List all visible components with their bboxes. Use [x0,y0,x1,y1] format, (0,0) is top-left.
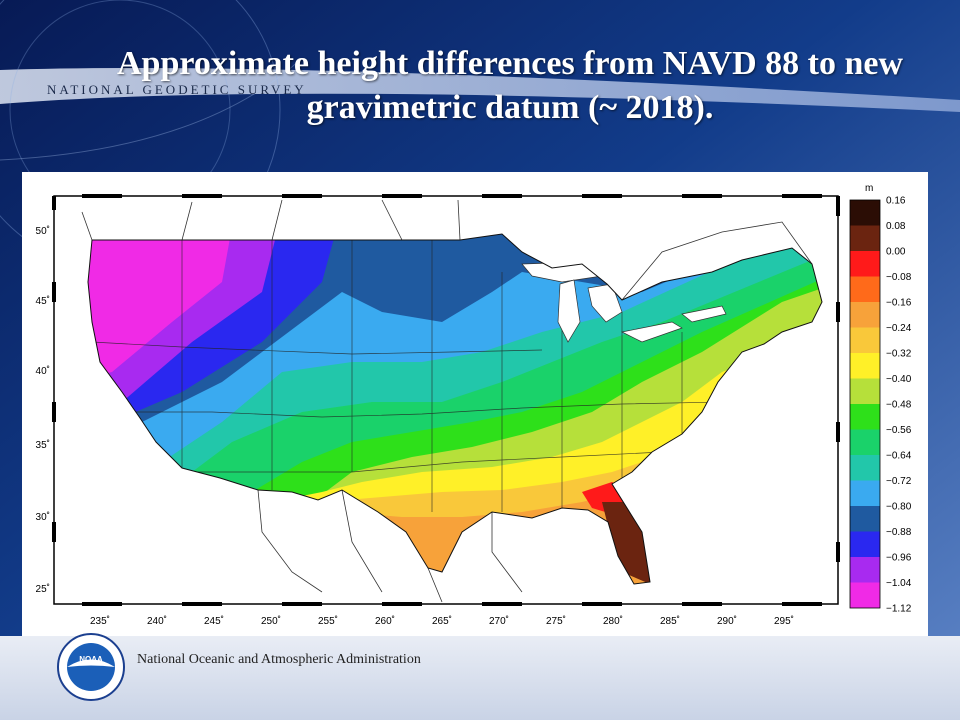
title-line-1: Approximate height differences from NAVD… [116,45,904,82]
lat-label: 35˚ [36,439,50,451]
slide-title: Approximate height differences from NAVD… [60,42,960,130]
lon-label: 235˚ [90,615,110,627]
lon-label: 285˚ [660,615,680,627]
legend-swatch [850,429,880,455]
legend-label: −0.16 [886,298,912,309]
legend-label: 0.00 [886,247,906,258]
noaa-logo-text: NOAA [79,655,103,664]
lon-label: 255˚ [318,615,338,627]
legend-swatch [850,200,880,226]
legend-swatch [850,506,880,532]
legend-unit: m [865,183,873,194]
us-outline [87,233,823,585]
lon-label: 265˚ [432,615,452,627]
legend-label: 0.08 [886,221,906,232]
legend-label: −0.24 [886,323,912,334]
agency-name: National Oceanic and Atmospheric Adminis… [137,652,421,667]
lon-label: 260˚ [375,615,395,627]
color-legend: m 0.16 0.08 0.00 −0.08 −0.16 −0.24 −0.32 −0.40 −… [849,183,912,615]
legend-label: −0.32 [886,349,912,360]
lon-label: 280˚ [603,615,623,627]
lon-label: 290˚ [717,615,737,627]
footer-band [0,636,960,720]
legend-swatch [850,480,880,506]
legend-label: −0.08 [886,272,912,283]
lon-label: 270˚ [489,615,509,627]
noaa-logo: NOAA [57,633,125,701]
title-line-2: gravimetric datum (~ 2018). [306,89,714,126]
legend-label: −0.80 [886,502,912,513]
lat-label: 40˚ [36,365,50,377]
legend-swatch [850,557,880,583]
lat-label: 50˚ [36,225,50,237]
legend-swatch [850,327,880,353]
lon-label: 250˚ [261,615,281,627]
legend-swatch [850,302,880,328]
org-banner: NATIONAL GEODETIC SURVEY [47,82,307,97]
legend-border [849,199,881,609]
lon-labels: 235˚ 240˚ 245˚ 250˚ 255˚ 260˚ 265˚ 270˚ … [90,615,794,627]
legend-swatch [850,251,880,277]
legend-label: 0.16 [886,196,906,207]
lat-labels: 50˚ 45˚ 40˚ 35˚ 30˚ 25˚ [36,225,50,595]
legend-swatch [850,455,880,481]
legend-label: −1.04 [886,578,912,589]
lon-label: 275˚ [546,615,566,627]
legend-label: −0.48 [886,400,912,411]
legend-label: −0.72 [886,476,912,487]
legend-label: −0.40 [886,374,912,385]
legend-label: −0.64 [886,451,912,462]
legend-swatch [850,225,880,251]
legend-swatch [850,582,880,608]
lon-label: 245˚ [204,615,224,627]
legend-label: −0.56 [886,425,912,436]
frame-ticks [52,194,840,606]
legend-swatch [850,353,880,379]
height-difference-map: 50˚ 45˚ 40˚ 35˚ 30˚ 25˚ 235˚ 240˚ 245˚ 2… [36,183,912,627]
lon-label: 240˚ [147,615,167,627]
legend-swatch [850,276,880,302]
neighbor-outlines [81,199,813,603]
legend-label: −1.12 [886,604,912,615]
lat-label: 45˚ [36,295,50,307]
legend-swatch [850,531,880,557]
legend-swatches [849,199,881,609]
legend-swatch [850,404,880,430]
legend-labels: 0.16 0.08 0.00 −0.08 −0.16 −0.24 −0.32 −0.40 −0.… [886,196,912,615]
lon-label: 295˚ [774,615,794,627]
legend-swatch [850,378,880,404]
lat-label: 30˚ [36,511,50,523]
legend-label: −0.88 [886,527,912,538]
map-panel: 50˚ 45˚ 40˚ 35˚ 30˚ 25˚ 235˚ 240˚ 245˚ 2… [22,172,928,640]
legend-label: −0.96 [886,553,912,564]
lat-label: 25˚ [36,583,50,595]
